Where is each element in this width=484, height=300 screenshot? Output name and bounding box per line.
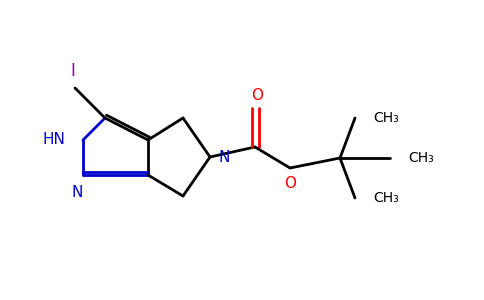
- Text: CH₃: CH₃: [373, 191, 399, 205]
- Text: O: O: [251, 88, 263, 103]
- Text: N: N: [218, 149, 229, 164]
- Text: I: I: [71, 62, 76, 80]
- Text: HN: HN: [42, 133, 65, 148]
- Text: CH₃: CH₃: [373, 111, 399, 125]
- Text: N: N: [71, 185, 83, 200]
- Text: CH₃: CH₃: [408, 151, 434, 165]
- Text: O: O: [284, 176, 296, 191]
